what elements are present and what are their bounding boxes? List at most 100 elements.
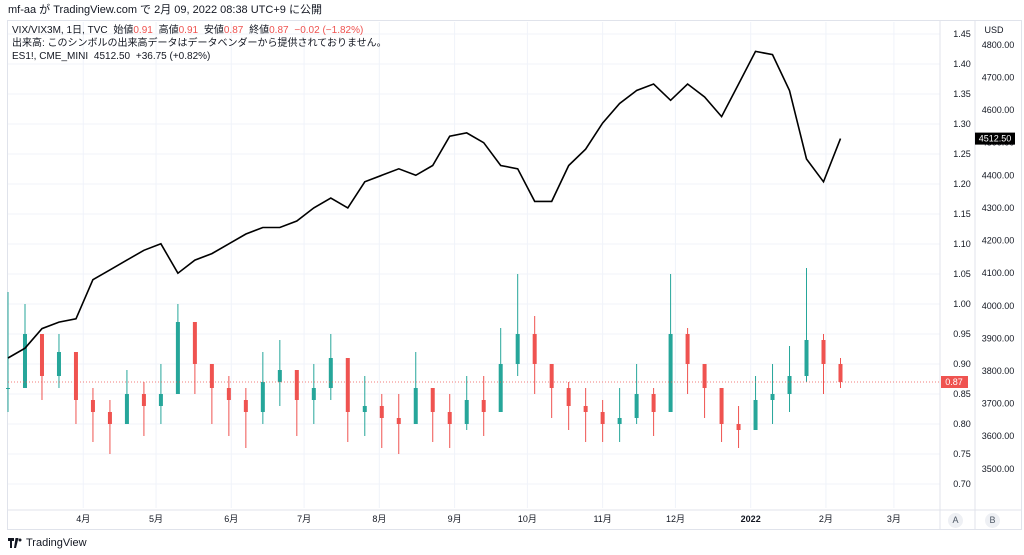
candle-body [753, 400, 758, 430]
candle-body [498, 364, 503, 412]
y-tick-label-ratio: 0.80 [953, 419, 971, 429]
x-tick-label: 9月 [448, 514, 462, 524]
candle-body [39, 334, 44, 376]
candle-body [124, 394, 129, 424]
candle-body [90, 400, 95, 412]
legend-volume-note: 出来高: このシンボルの出来高データはデータベンダーから提供されておりません。 [12, 38, 387, 49]
legend-es-symbol[interactable]: ES1!, CME_MINI [12, 51, 89, 62]
candle-body [328, 358, 333, 388]
y-tick-label-price: 3900.00 [982, 333, 1015, 343]
chart-legend: VIX/VIX3M, 1日, TVC 始値0.91 高値0.91 安値0.87 … [12, 24, 387, 63]
candle-body [583, 406, 588, 412]
es-last-label: 4512.50 [979, 134, 1012, 144]
chart-frame[interactable] [7, 20, 1022, 530]
candle-body [634, 394, 639, 418]
y-tick-label-ratio: 1.40 [953, 59, 971, 69]
y-tick-label-price: 3500.00 [982, 464, 1015, 474]
tradingview-logo-icon[interactable] [8, 538, 22, 548]
y-tick-label-ratio: 0.85 [953, 389, 971, 399]
y-tick-label-price: 4700.00 [982, 72, 1015, 82]
candle-body [209, 364, 214, 388]
candle-body [447, 412, 452, 424]
price-axis-unit: USD [984, 25, 1004, 35]
candle-body [532, 334, 537, 364]
legend-es-row[interactable]: ES1!, CME_MINI 4512.50 +36.75 (+0.82%) [12, 50, 387, 63]
candle-body [549, 364, 554, 388]
y-tick-label-price: 3600.00 [982, 431, 1015, 441]
es-last-badge [975, 132, 1015, 145]
candle-body [362, 406, 367, 412]
y-tick-label-price: 4100.00 [982, 268, 1015, 278]
scale-b-button[interactable]: B [985, 513, 1000, 528]
y-tick-label-ratio: 0.90 [953, 359, 971, 369]
candle-body [702, 364, 707, 388]
auto-scale-button[interactable]: A [948, 513, 963, 528]
legend-vix-row[interactable]: VIX/VIX3M, 1日, TVC 始値0.91 高値0.91 安値0.87 … [12, 24, 387, 37]
footer-brand[interactable]: TradingView [26, 537, 87, 549]
candle-body [294, 370, 299, 400]
candle-body [515, 334, 520, 364]
candle-body [464, 400, 469, 424]
legend-low-label: 安値 [203, 25, 224, 36]
candle-body [396, 418, 401, 424]
legend-close-label: 終値 [249, 25, 270, 36]
y-tick-label-price: 3800.00 [982, 366, 1015, 376]
candle-body [107, 412, 112, 424]
candle-body [311, 388, 316, 400]
y-tick-label-ratio: 1.15 [953, 209, 971, 219]
y-tick-label-ratio: 0.95 [953, 329, 971, 339]
legend-es-change: +36.75 (+0.82%) [135, 51, 211, 62]
y-tick-label-price: 4400.00 [982, 170, 1015, 180]
legend-change-value: −0.02 (−1.82%) [294, 25, 364, 36]
candle-body [22, 334, 27, 388]
candle-body [430, 388, 435, 412]
candle-body [617, 418, 622, 424]
last-price-label: 0.87 [945, 377, 963, 387]
candle-body [158, 394, 163, 406]
candle-body [685, 334, 690, 364]
candle-body [226, 388, 231, 400]
candle-body [56, 352, 61, 376]
x-tick-label: 8月 [372, 514, 386, 524]
candle-body [175, 322, 180, 394]
candle-body [668, 334, 673, 412]
legend-low-value: 0.87 [223, 25, 244, 36]
legend-symbol[interactable]: VIX/VIX3M, 1日, TVC [12, 25, 108, 36]
candle-body [260, 382, 265, 412]
y-tick-label-ratio: 1.25 [953, 149, 971, 159]
candle-body [192, 322, 197, 364]
publish-line: mf-aa が TradingView.com で 2月 09, 2022 08… [8, 4, 322, 16]
candle-body [6, 388, 10, 389]
candle-body [736, 424, 741, 430]
legend-es-value: 4512.50 [93, 51, 131, 62]
candle-body [243, 400, 248, 412]
legend-open-label: 始値 [113, 25, 134, 36]
footer: TradingView [0, 530, 1024, 555]
y-tick-label-price: 3700.00 [982, 399, 1015, 409]
candle-body [838, 364, 843, 382]
y-tick-label-ratio: 1.30 [953, 119, 971, 129]
y-tick-label-ratio: 1.35 [953, 89, 971, 99]
y-tick-label-ratio: 1.20 [953, 179, 971, 189]
y-tick-label-ratio: 1.10 [953, 239, 971, 249]
y-tick-label-price: 4300.00 [982, 203, 1015, 213]
chart-canvas[interactable]: 4月 5月 6月 7月 8月 9月 10月 11月 12月 2022 2月 3月 1.45 1.40 1.3… [0, 0, 1024, 530]
y-tick-label-price: 4600.00 [982, 105, 1015, 115]
y-tick-label-ratio: 1.05 [953, 269, 971, 279]
candle-body [566, 388, 571, 406]
candle-body [345, 358, 350, 412]
x-tick-label: 2022 [741, 514, 761, 524]
legend-open-value: 0.91 [133, 25, 153, 36]
candle-body [719, 388, 724, 424]
y-tick-label-price: 4000.00 [982, 301, 1015, 311]
x-tick-label: 2月 [819, 514, 833, 524]
candle-body [481, 400, 486, 412]
candle-body [804, 340, 809, 376]
candle-body [821, 340, 826, 364]
y-tick-label-price: 4200.00 [982, 236, 1015, 246]
x-tick-label: 7月 [297, 514, 311, 524]
x-tick-label: 3月 [887, 514, 901, 524]
candle-body [787, 376, 792, 394]
legend-high-value: 0.91 [178, 25, 199, 36]
candle-body [73, 352, 78, 400]
